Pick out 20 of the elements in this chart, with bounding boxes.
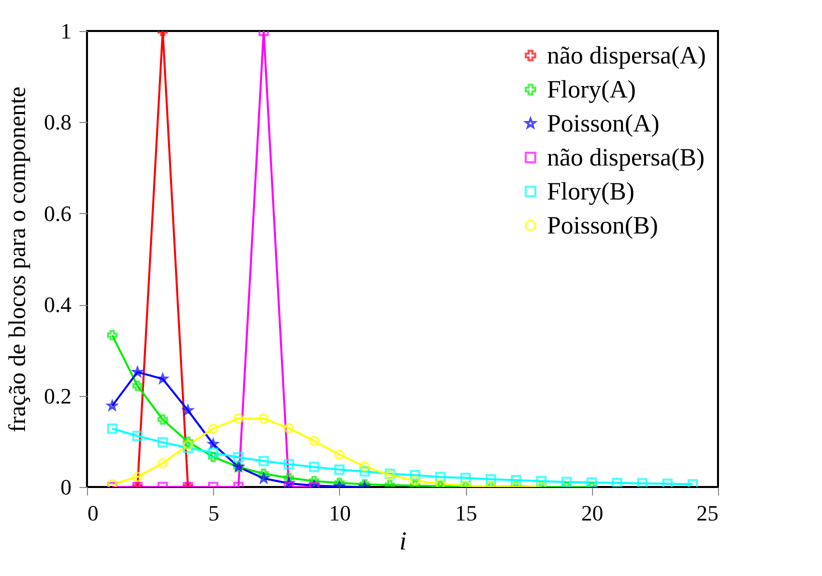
y-tick-label: 0.6	[44, 200, 72, 226]
y-tick-label: 0.2	[44, 383, 72, 408]
legend-label: não dispersa(A)	[547, 42, 706, 70]
y-tick-label: 0.8	[44, 110, 72, 135]
x-tick-label: 5	[208, 500, 220, 526]
x-tick-label: 15	[455, 500, 478, 526]
x-tick-label: 0	[88, 500, 98, 526]
legend-label: não dispersa(B)	[547, 144, 705, 172]
legend-label: Poisson(B)	[547, 212, 658, 240]
y-tick-label: 0	[60, 474, 72, 500]
legend-label: Flory(A)	[547, 76, 636, 104]
x-tick-label: 10	[328, 500, 351, 526]
x-tick-label: 25	[696, 500, 718, 526]
legend-label: Poisson(A)	[547, 110, 660, 138]
y-axis-title: fração de blocos para o componente	[5, 86, 31, 432]
y-tick-label: 0.4	[44, 292, 72, 318]
x-tick-label: 20	[581, 500, 604, 526]
y-tick-label: 1	[60, 18, 72, 44]
legend-label: Flory(B)	[547, 178, 634, 206]
x-axis-title: i	[399, 526, 407, 556]
